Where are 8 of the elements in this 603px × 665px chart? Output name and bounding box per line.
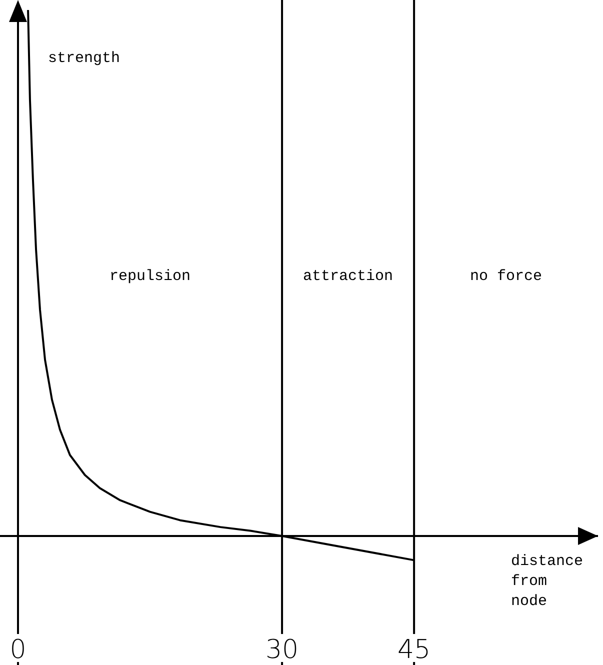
annotation: no force (470, 268, 542, 285)
y-axis-title: strength (48, 50, 120, 67)
annotation: repulsion (110, 268, 191, 285)
x-tick-label: 0 (10, 635, 26, 665)
x-tick-label: 45 (398, 635, 431, 665)
annotation: attraction (303, 268, 394, 285)
x-tick-label: 30 (265, 635, 299, 665)
x-axis-title: distance from node (511, 553, 584, 610)
